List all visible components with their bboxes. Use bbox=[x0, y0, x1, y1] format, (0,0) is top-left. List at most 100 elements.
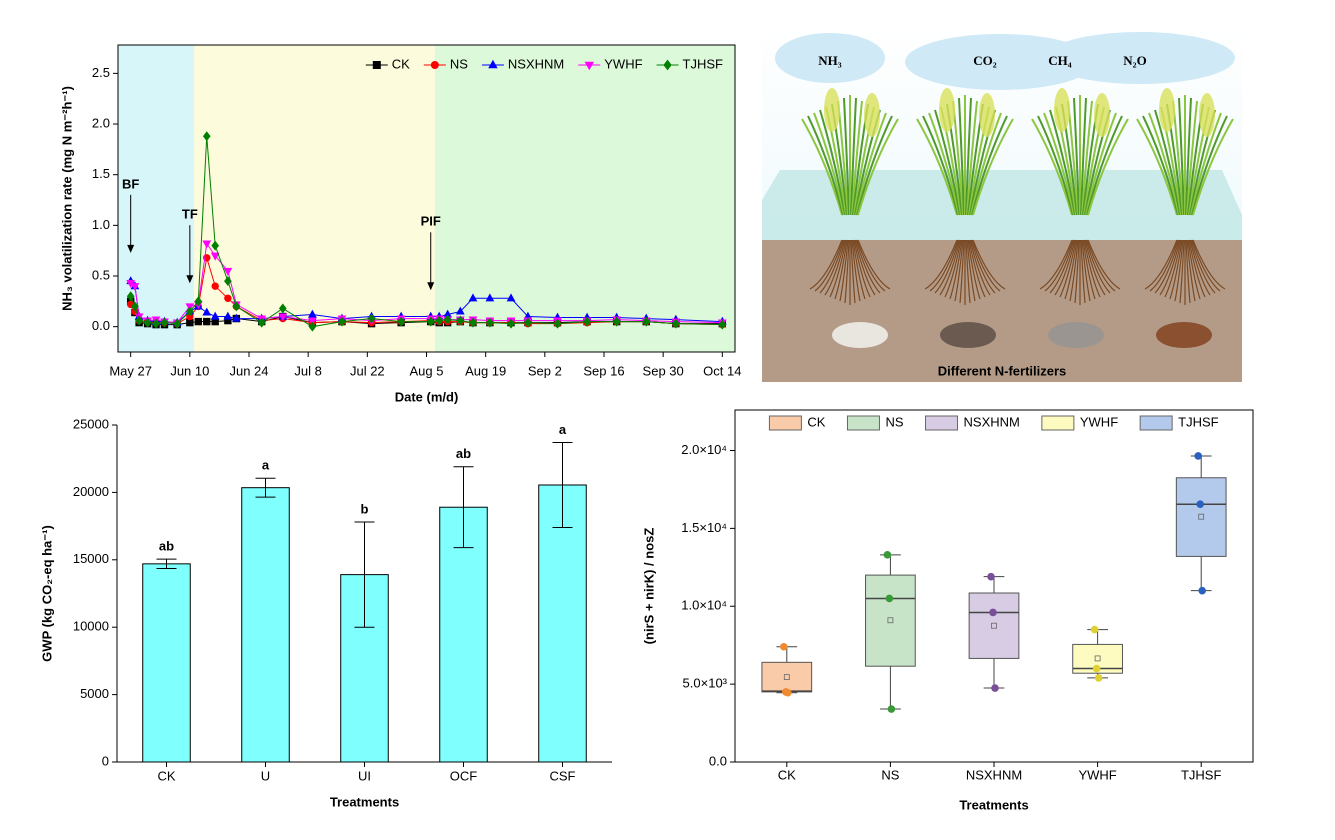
rice-root bbox=[1080, 239, 1086, 304]
y-tick-label: 1.0 bbox=[92, 217, 110, 232]
rice-leaf bbox=[813, 112, 845, 216]
marker bbox=[210, 311, 220, 320]
marker bbox=[257, 317, 266, 328]
significance-letter: a bbox=[559, 422, 567, 437]
rice-leaf bbox=[850, 97, 857, 216]
rice-root bbox=[1074, 239, 1080, 304]
marker bbox=[718, 319, 727, 330]
rice-leaf bbox=[819, 109, 846, 216]
data-point bbox=[887, 705, 896, 713]
rice-root bbox=[851, 239, 861, 302]
marker bbox=[672, 318, 680, 329]
mean bbox=[1094, 655, 1101, 662]
marker bbox=[426, 316, 435, 327]
y-tick-label: 1.5 bbox=[92, 166, 110, 181]
rice-leaf bbox=[807, 115, 844, 216]
marker bbox=[202, 131, 211, 142]
marker bbox=[152, 318, 160, 329]
rice-panicle bbox=[1054, 88, 1070, 132]
rice-root bbox=[824, 239, 846, 296]
rice-leaf bbox=[1087, 118, 1129, 216]
rice-leaf bbox=[1085, 112, 1117, 216]
rice-leaf bbox=[965, 97, 972, 216]
annotation: PIF bbox=[421, 214, 441, 229]
mean bbox=[887, 617, 894, 624]
whisker bbox=[983, 576, 1005, 594]
rice-root bbox=[1188, 239, 1206, 298]
arrow-head bbox=[186, 275, 194, 284]
rice-leaf bbox=[971, 115, 1008, 216]
marker bbox=[130, 283, 140, 292]
rice-leaf bbox=[1037, 115, 1074, 216]
mean bbox=[1198, 513, 1205, 520]
significance-letter: a bbox=[262, 458, 270, 473]
legend-marker bbox=[430, 61, 439, 69]
rice-leaf bbox=[855, 112, 887, 216]
rice-root bbox=[844, 239, 850, 304]
y-tick-label: 0.0 bbox=[92, 318, 110, 333]
rice-panicle bbox=[979, 93, 995, 137]
x-tick-label: U bbox=[261, 768, 270, 783]
marker bbox=[203, 317, 211, 326]
y-tick-label: 20000 bbox=[73, 484, 109, 499]
error-bar bbox=[156, 558, 177, 570]
box bbox=[968, 592, 1020, 659]
box bbox=[865, 574, 916, 667]
marker bbox=[456, 315, 465, 326]
error-bar bbox=[255, 477, 276, 498]
rice-root bbox=[1083, 239, 1101, 298]
marker bbox=[583, 316, 591, 327]
marker bbox=[308, 317, 317, 326]
rice-root bbox=[1084, 239, 1106, 296]
rice-root bbox=[1159, 239, 1181, 296]
x-tick-label: Jul 22 bbox=[350, 363, 385, 378]
marker bbox=[338, 316, 346, 327]
marker bbox=[397, 316, 405, 327]
rice-root bbox=[1185, 239, 1191, 304]
rice-root bbox=[857, 239, 891, 290]
marker bbox=[486, 317, 494, 328]
y-tick-label: 10000 bbox=[73, 619, 109, 634]
rice-panicle bbox=[939, 88, 955, 132]
rice-root bbox=[959, 239, 965, 304]
rice-root bbox=[1186, 239, 1196, 302]
rice-root bbox=[1087, 239, 1121, 290]
rice-root bbox=[839, 239, 849, 302]
y-tick-label: 2.0×10⁴ bbox=[681, 442, 727, 457]
legend-swatch bbox=[846, 415, 880, 431]
rice-root bbox=[968, 239, 986, 298]
mean bbox=[783, 674, 790, 681]
y-tick-label: 2.5 bbox=[92, 65, 110, 80]
whisker bbox=[880, 554, 901, 576]
rice-root bbox=[1049, 239, 1075, 294]
x-tick-label: Jun 10 bbox=[170, 363, 209, 378]
y-axis-title: GWP (kg CO₂-eq ha⁻¹) bbox=[39, 525, 54, 662]
rice-panicle bbox=[1199, 93, 1215, 137]
marker bbox=[224, 276, 232, 287]
rice-root bbox=[1081, 239, 1091, 302]
rice-leaf bbox=[970, 112, 1002, 216]
rice-leaf bbox=[1191, 115, 1228, 216]
rice-panicle bbox=[1094, 93, 1110, 137]
legend: CK NS NSXHNM YWHF TJHSF bbox=[768, 414, 1219, 431]
rice-root bbox=[852, 239, 866, 300]
legend-label: YWHF bbox=[1080, 414, 1118, 429]
legend-label: NSXHNM bbox=[508, 56, 564, 71]
rice-leaf bbox=[1080, 97, 1087, 216]
data-point bbox=[991, 684, 999, 692]
x-tick-label: CSF bbox=[550, 768, 576, 783]
marker bbox=[211, 240, 220, 251]
rice-root bbox=[972, 239, 1006, 290]
marker bbox=[485, 293, 495, 302]
data-point bbox=[1198, 586, 1206, 595]
rice-root bbox=[819, 239, 845, 294]
data-point bbox=[1196, 500, 1204, 509]
marker bbox=[194, 296, 203, 307]
x-axis-title: Date (m/d) bbox=[395, 389, 459, 404]
rice-root bbox=[829, 239, 847, 298]
x-axis-title: Treatments bbox=[959, 797, 1028, 812]
rice-root bbox=[954, 239, 964, 302]
x-tick-label: NSXHNM bbox=[966, 767, 1022, 782]
rice-panicle bbox=[824, 88, 840, 132]
marker bbox=[202, 307, 212, 316]
